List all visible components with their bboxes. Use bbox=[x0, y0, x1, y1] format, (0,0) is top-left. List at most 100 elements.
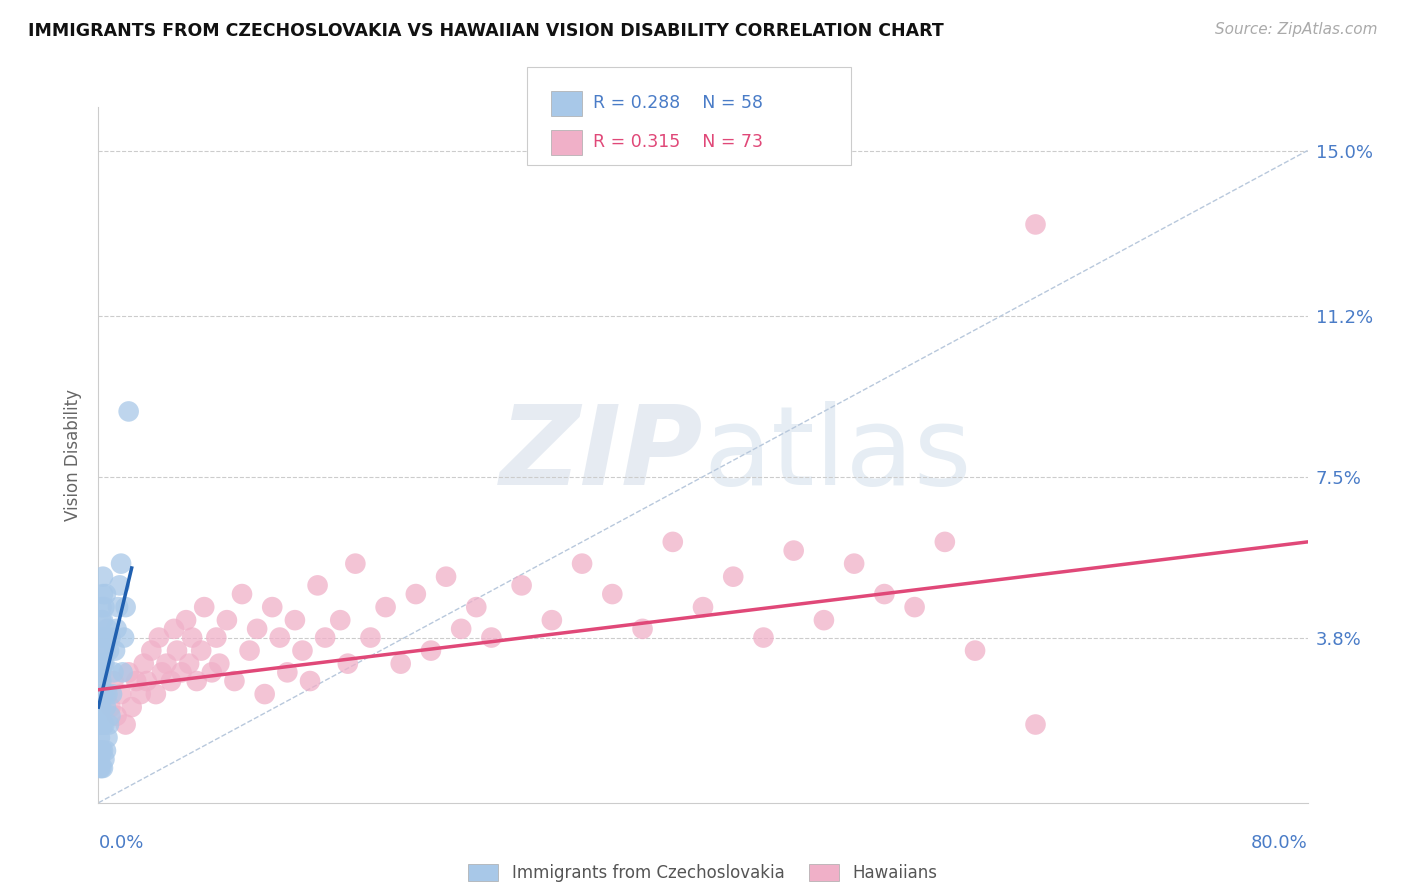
Point bbox=[752, 631, 775, 645]
Point bbox=[90, 631, 112, 645]
Point bbox=[934, 535, 956, 549]
Point bbox=[91, 570, 114, 584]
Point bbox=[540, 613, 562, 627]
Point bbox=[91, 761, 114, 775]
Point bbox=[90, 717, 112, 731]
Point bbox=[107, 600, 129, 615]
Point bbox=[163, 622, 186, 636]
Point bbox=[179, 657, 201, 671]
Point bbox=[299, 674, 322, 689]
Point bbox=[108, 578, 131, 592]
Point bbox=[93, 717, 115, 731]
Point bbox=[96, 687, 118, 701]
Point bbox=[193, 600, 215, 615]
Point bbox=[783, 543, 806, 558]
Point bbox=[904, 600, 927, 615]
Point bbox=[98, 643, 121, 657]
Point bbox=[269, 631, 291, 645]
Point bbox=[723, 570, 745, 584]
Point bbox=[239, 643, 262, 657]
Point bbox=[94, 587, 117, 601]
Point bbox=[91, 587, 114, 601]
Point bbox=[89, 761, 111, 775]
Point bbox=[90, 600, 112, 615]
Point bbox=[114, 717, 136, 731]
Point bbox=[129, 687, 152, 701]
Point bbox=[89, 687, 111, 701]
Point bbox=[692, 600, 714, 615]
Text: IMMIGRANTS FROM CZECHOSLOVAKIA VS HAWAIIAN VISION DISABILITY CORRELATION CHART: IMMIGRANTS FROM CZECHOSLOVAKIA VS HAWAII… bbox=[28, 22, 943, 40]
Point bbox=[307, 578, 329, 592]
Text: 80.0%: 80.0% bbox=[1251, 834, 1308, 852]
Point bbox=[91, 631, 114, 645]
Point bbox=[434, 570, 457, 584]
Point bbox=[100, 631, 122, 645]
Point bbox=[93, 752, 115, 766]
Point bbox=[262, 600, 284, 615]
Point bbox=[145, 687, 167, 701]
Point bbox=[93, 631, 115, 645]
Point bbox=[89, 731, 111, 745]
Point bbox=[98, 717, 121, 731]
Point bbox=[190, 643, 212, 657]
Point bbox=[215, 613, 238, 627]
Point bbox=[89, 674, 111, 689]
Point bbox=[132, 657, 155, 671]
Point bbox=[114, 600, 136, 615]
Point bbox=[631, 622, 654, 636]
Point bbox=[276, 665, 298, 680]
Point bbox=[344, 557, 367, 571]
Point bbox=[105, 622, 128, 636]
Point bbox=[96, 731, 118, 745]
Point bbox=[481, 631, 503, 645]
Text: 0.0%: 0.0% bbox=[98, 834, 143, 852]
Point bbox=[94, 700, 117, 714]
Point bbox=[118, 404, 141, 418]
Point bbox=[174, 613, 197, 627]
Point bbox=[329, 613, 352, 627]
Point bbox=[89, 744, 111, 758]
Point bbox=[94, 687, 117, 701]
Point bbox=[90, 761, 112, 775]
Point bbox=[148, 631, 170, 645]
Text: Source: ZipAtlas.com: Source: ZipAtlas.com bbox=[1215, 22, 1378, 37]
Point bbox=[336, 657, 359, 671]
Point bbox=[291, 643, 314, 657]
Point bbox=[135, 674, 157, 689]
Point bbox=[166, 643, 188, 657]
Point bbox=[89, 752, 111, 766]
Point bbox=[205, 631, 228, 645]
Point bbox=[208, 657, 231, 671]
Point bbox=[844, 557, 866, 571]
Point bbox=[103, 665, 125, 680]
Point bbox=[405, 587, 427, 601]
Point bbox=[101, 687, 124, 701]
Point bbox=[965, 643, 987, 657]
Point bbox=[94, 744, 117, 758]
Point bbox=[465, 600, 488, 615]
Text: R = 0.315    N = 73: R = 0.315 N = 73 bbox=[593, 133, 763, 151]
Point bbox=[89, 708, 111, 723]
Point bbox=[246, 622, 269, 636]
Point bbox=[420, 643, 443, 657]
Point bbox=[93, 657, 115, 671]
Point bbox=[91, 687, 114, 701]
Point bbox=[90, 643, 112, 657]
Point bbox=[121, 700, 143, 714]
Point bbox=[105, 708, 128, 723]
Point bbox=[181, 631, 204, 645]
Point bbox=[104, 643, 127, 657]
Point bbox=[90, 674, 112, 689]
Point bbox=[118, 665, 141, 680]
Text: R = 0.288    N = 58: R = 0.288 N = 58 bbox=[593, 95, 763, 112]
Point bbox=[231, 587, 253, 601]
Point bbox=[450, 622, 472, 636]
Point bbox=[103, 674, 125, 689]
Point bbox=[813, 613, 835, 627]
Point bbox=[90, 665, 112, 680]
Point bbox=[111, 665, 134, 680]
Point bbox=[160, 674, 183, 689]
Point bbox=[89, 700, 111, 714]
Y-axis label: Vision Disability: Vision Disability bbox=[65, 389, 83, 521]
Point bbox=[91, 717, 114, 731]
